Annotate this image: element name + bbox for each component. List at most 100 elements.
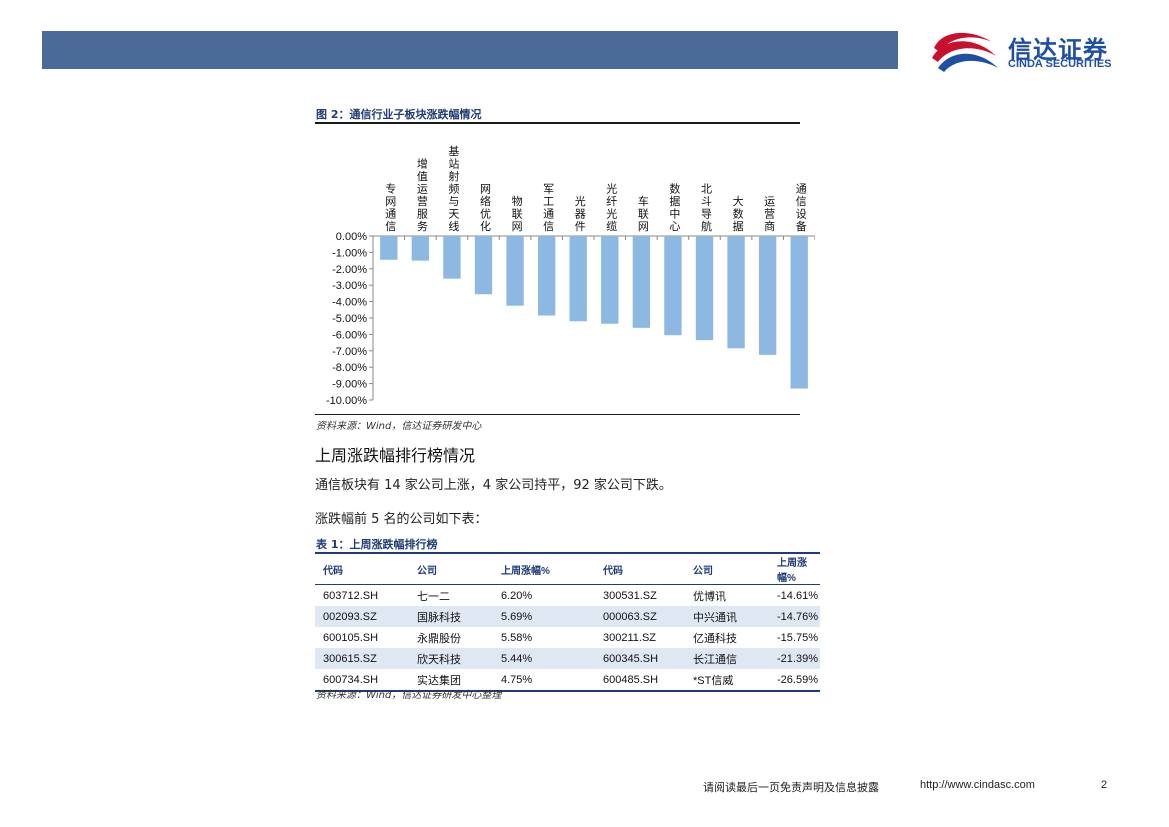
cell-company: 国脉科技 <box>409 606 493 627</box>
cell-code: 300615.SZ <box>315 648 409 669</box>
footer-url-link[interactable]: http://www.cindasc.com <box>920 779 1035 791</box>
cell-company: 七一二 <box>417 590 450 603</box>
cinda-swoosh-icon <box>932 32 998 72</box>
bar <box>790 236 808 389</box>
y-tick-label: -1.00% <box>332 247 367 259</box>
company-logo: 信达证券 CINDA SECURITIES <box>930 28 1130 74</box>
x-category-label: 专网通信 <box>385 182 396 234</box>
y-tick-labels: 0.00% -1.00% -2.00% -3.00% -4.00% -5.00% -6.00… <box>326 231 367 407</box>
y-tick-label: -7.00% <box>332 346 367 358</box>
figure-title: 图 2：通信行业子板块涨跌幅情况 <box>316 108 482 121</box>
cell-change: 6.20% <box>501 589 533 602</box>
cell-change: -26.59% <box>769 669 820 692</box>
cell-company: 实达集团 <box>409 669 493 692</box>
table-header-row: 代码 公司 上周涨幅% 代码 公司 上周涨幅% <box>315 552 820 585</box>
cell-change: -14.61% <box>777 589 818 602</box>
x-category-label: 军工通信 <box>543 183 554 234</box>
y-tick-label: -4.00% <box>332 297 367 309</box>
y-tick-label: -9.00% <box>332 379 367 391</box>
category-labels: 专网通信 增值运营服务 基站射频与天线 网络优化 物联网 军工通信 光器件 光纤光缆 车联网 数据… <box>385 145 806 233</box>
bar <box>758 236 777 355</box>
cell-company: 优博讯 <box>693 590 726 603</box>
bar <box>569 236 587 322</box>
cell-company: 亿通科技 <box>693 632 737 645</box>
chart-bars <box>380 236 808 389</box>
bar <box>537 236 556 316</box>
logo-text-cn: 信达证券 <box>1008 36 1108 64</box>
cell-code: 600485.SH <box>595 669 685 692</box>
table-row: 600734.SH 实达集团 4.75% 600485.SH *ST信威 -26… <box>315 669 820 692</box>
table-row: 603712.SH 七一二 6.20% 300531.SZ 优博讯 -14.61… <box>315 585 820 607</box>
cell-code: 000063.SZ <box>595 606 685 627</box>
bar <box>664 236 682 336</box>
table-row: 300615.SZ 欣天科技 5.44% 600345.SH 长江通信 -21.… <box>315 648 820 669</box>
col-header-company-1: 公司 <box>409 552 493 585</box>
footer-disclaimer: 请阅读最后一页免责声明及信息披露 <box>703 781 879 794</box>
bar <box>380 236 398 260</box>
y-tick-label: -8.00% <box>332 362 367 374</box>
table-row: 600105.SH 永鼎股份 5.58% 300211.SZ 亿通科技 -15.… <box>315 627 820 648</box>
y-tick-label: -5.00% <box>332 313 367 325</box>
cell-company: 长江通信 <box>685 648 769 669</box>
figure-top-rule <box>315 122 800 124</box>
y-tick-label: 0.00% <box>336 231 367 243</box>
figure-bottom-rule <box>315 414 800 415</box>
cell-company: 中兴通讯 <box>685 606 769 627</box>
sector-change-bar-chart: 专网通信 增值运营服务 基站射频与天线 网络优化 物联网 军工通信 光器件 光纤光缆 车联网 数据… <box>326 145 815 407</box>
cell-code: 002093.SZ <box>315 606 409 627</box>
x-category-label: 物联网 <box>512 194 523 233</box>
logo-text-en: CINDA SECURITIES <box>1008 58 1112 70</box>
cell-change: -14.76% <box>769 606 820 627</box>
cell-company: *ST信威 <box>685 669 769 692</box>
header-bar <box>42 31 898 69</box>
table-source: 资料来源：Wind，信达证券研发中心整理 <box>316 690 502 701</box>
bar <box>474 236 493 295</box>
x-category-label: 北斗导航 <box>701 183 712 234</box>
cell-code: 603712.SH <box>323 589 379 602</box>
x-category-label: 增值运营服务 <box>417 157 428 234</box>
x-category-label: 大数据 <box>733 194 744 233</box>
cell-change: 5.69% <box>493 606 595 627</box>
x-category-label: 光器件 <box>575 194 586 233</box>
x-category-label: 基站射频与天线 <box>448 145 459 233</box>
x-category-label: 通信设备 <box>796 183 807 234</box>
table-row: 002093.SZ 国脉科技 5.69% 000063.SZ 中兴通讯 -14.… <box>315 606 820 627</box>
bar <box>601 236 619 324</box>
y-tick-label: -2.00% <box>332 264 367 276</box>
cell-change: -15.75% <box>777 631 818 644</box>
bar <box>727 236 745 349</box>
summary-paragraph: 通信板块有 14 家公司上涨，4 家公司持平，92 家公司下跌。 <box>315 478 672 493</box>
x-category-label: 数据中心 <box>669 183 680 234</box>
x-category-label: 车联网 <box>638 194 649 233</box>
ranking-table: 代码 公司 上周涨幅% 代码 公司 上周涨幅% 603712.SH 七一二 6.… <box>315 552 820 692</box>
page-number: 2 <box>1101 779 1108 791</box>
cell-company: 永鼎股份 <box>417 632 461 645</box>
col-header-change-2: 上周涨幅% <box>769 552 820 585</box>
table-intro-paragraph: 涨跌幅前 5 名的公司如下表： <box>315 512 488 527</box>
col-header-code-2: 代码 <box>595 552 685 585</box>
bar <box>632 236 651 328</box>
cell-change: -21.39% <box>769 648 820 669</box>
figure-source: 资料来源：Wind，信达证券研发中心 <box>316 421 482 432</box>
cell-company: 欣天科技 <box>409 648 493 669</box>
cell-change: 4.75% <box>493 669 595 692</box>
col-header-code-1: 代码 <box>315 552 409 585</box>
x-category-label: 网络优化 <box>480 183 491 234</box>
cell-code: 600345.SH <box>595 648 685 669</box>
bar <box>695 236 714 341</box>
x-category-label: 光纤光缆 <box>606 182 617 234</box>
cell-code: 300211.SZ <box>603 631 657 644</box>
cell-code: 600734.SH <box>315 669 409 692</box>
col-header-company-2: 公司 <box>685 552 769 585</box>
bar <box>443 236 461 279</box>
y-tick-label: -10.00% <box>326 395 367 407</box>
y-tick-label: -3.00% <box>332 280 367 292</box>
x-category-label: 运营商 <box>764 195 775 233</box>
cell-change: 5.58% <box>501 631 533 644</box>
cell-code: 300531.SZ <box>603 589 657 602</box>
cell-code: 600105.SH <box>323 631 379 644</box>
section-heading: 上周涨跌幅排行榜情况 <box>315 446 476 465</box>
col-header-change-1: 上周涨幅% <box>493 552 595 585</box>
chart-axes <box>369 235 815 401</box>
bar <box>411 236 430 261</box>
